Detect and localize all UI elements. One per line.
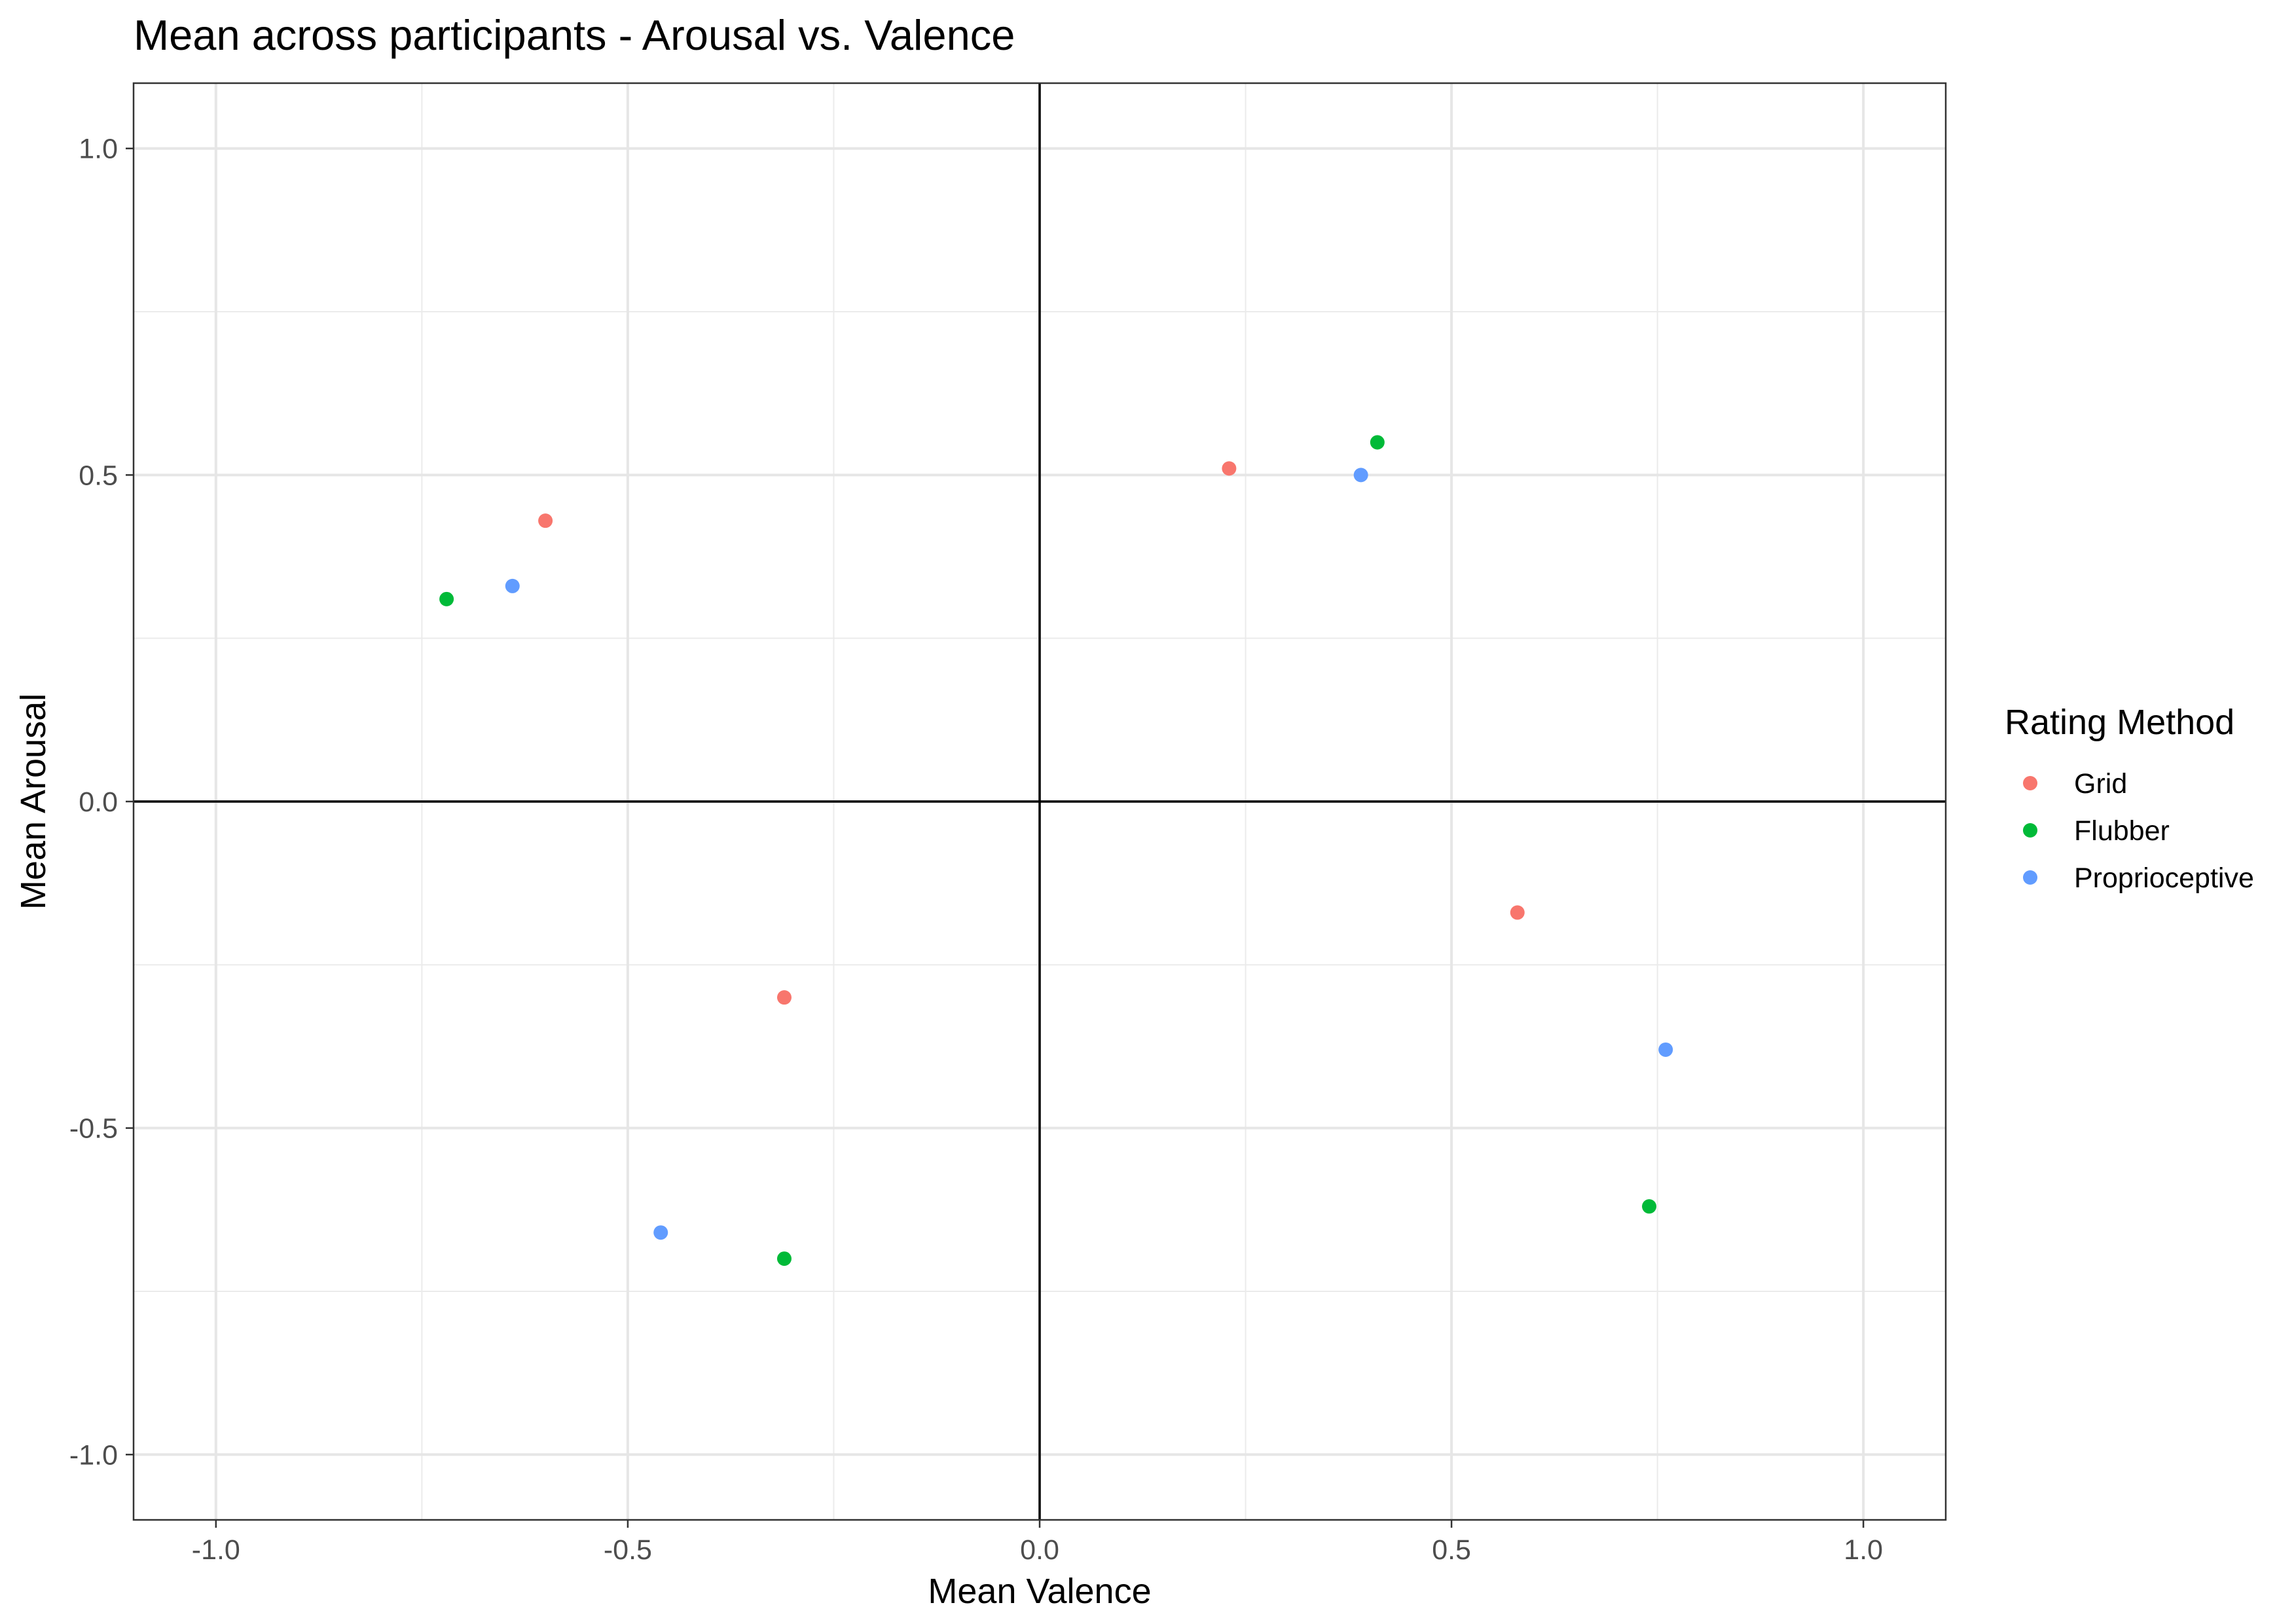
x-tick-label: -0.5 [604,1534,652,1566]
x-tick-label: -1.0 [192,1534,240,1566]
legend-title: Rating Method [2005,703,2234,742]
data-point-grid [1222,461,1237,476]
y-tick-label: -1.0 [69,1439,118,1471]
data-point-proprioceptive [505,578,520,593]
legend-label-proprioceptive: Proprioceptive [2074,862,2254,894]
data-point-flubber [776,1251,792,1266]
x-tick-label: 0.0 [1020,1534,1059,1566]
y-tick-label: 0.0 [79,786,118,818]
y-axis-title: Mean Arousal [14,693,53,910]
x-tick-label: 0.5 [1432,1534,1471,1566]
legend-key-grid [2023,776,2037,790]
legend-label-flubber: Flubber [2074,815,2170,847]
y-axis-ticks: -1.0 -0.5 0.0 0.5 1.0 [69,134,134,1471]
chart-title: Mean across participants - Arousal vs. V… [134,11,1015,59]
y-tick-label: 0.5 [79,460,118,491]
legend-key-flubber [2023,823,2037,838]
x-tick-label: 1.0 [1844,1534,1883,1566]
data-points [439,435,1673,1266]
data-point-grid [1510,905,1525,920]
y-tick-label: 1.0 [79,134,118,165]
data-point-proprioceptive [653,1225,668,1240]
data-point-grid [776,990,792,1005]
legend-key-proprioceptive [2023,870,2037,885]
y-tick-label: -0.5 [69,1113,118,1145]
data-point-proprioceptive [1353,468,1368,483]
data-point-proprioceptive [1658,1042,1673,1057]
x-axis-title: Mean Valence [928,1572,1151,1611]
data-point-flubber [1370,435,1385,450]
legend-label-grid: Grid [2074,768,2127,800]
legend: Rating Method Grid Flubber Proprioceptive [2005,703,2254,894]
data-point-grid [538,513,553,528]
reference-lines [134,83,1946,1520]
data-point-flubber [1642,1199,1657,1214]
data-point-flubber [439,591,454,606]
legend-items: Grid Flubber Proprioceptive [2023,768,2254,894]
x-axis-ticks: -1.0 -0.5 0.0 0.5 1.0 [192,1520,1883,1566]
